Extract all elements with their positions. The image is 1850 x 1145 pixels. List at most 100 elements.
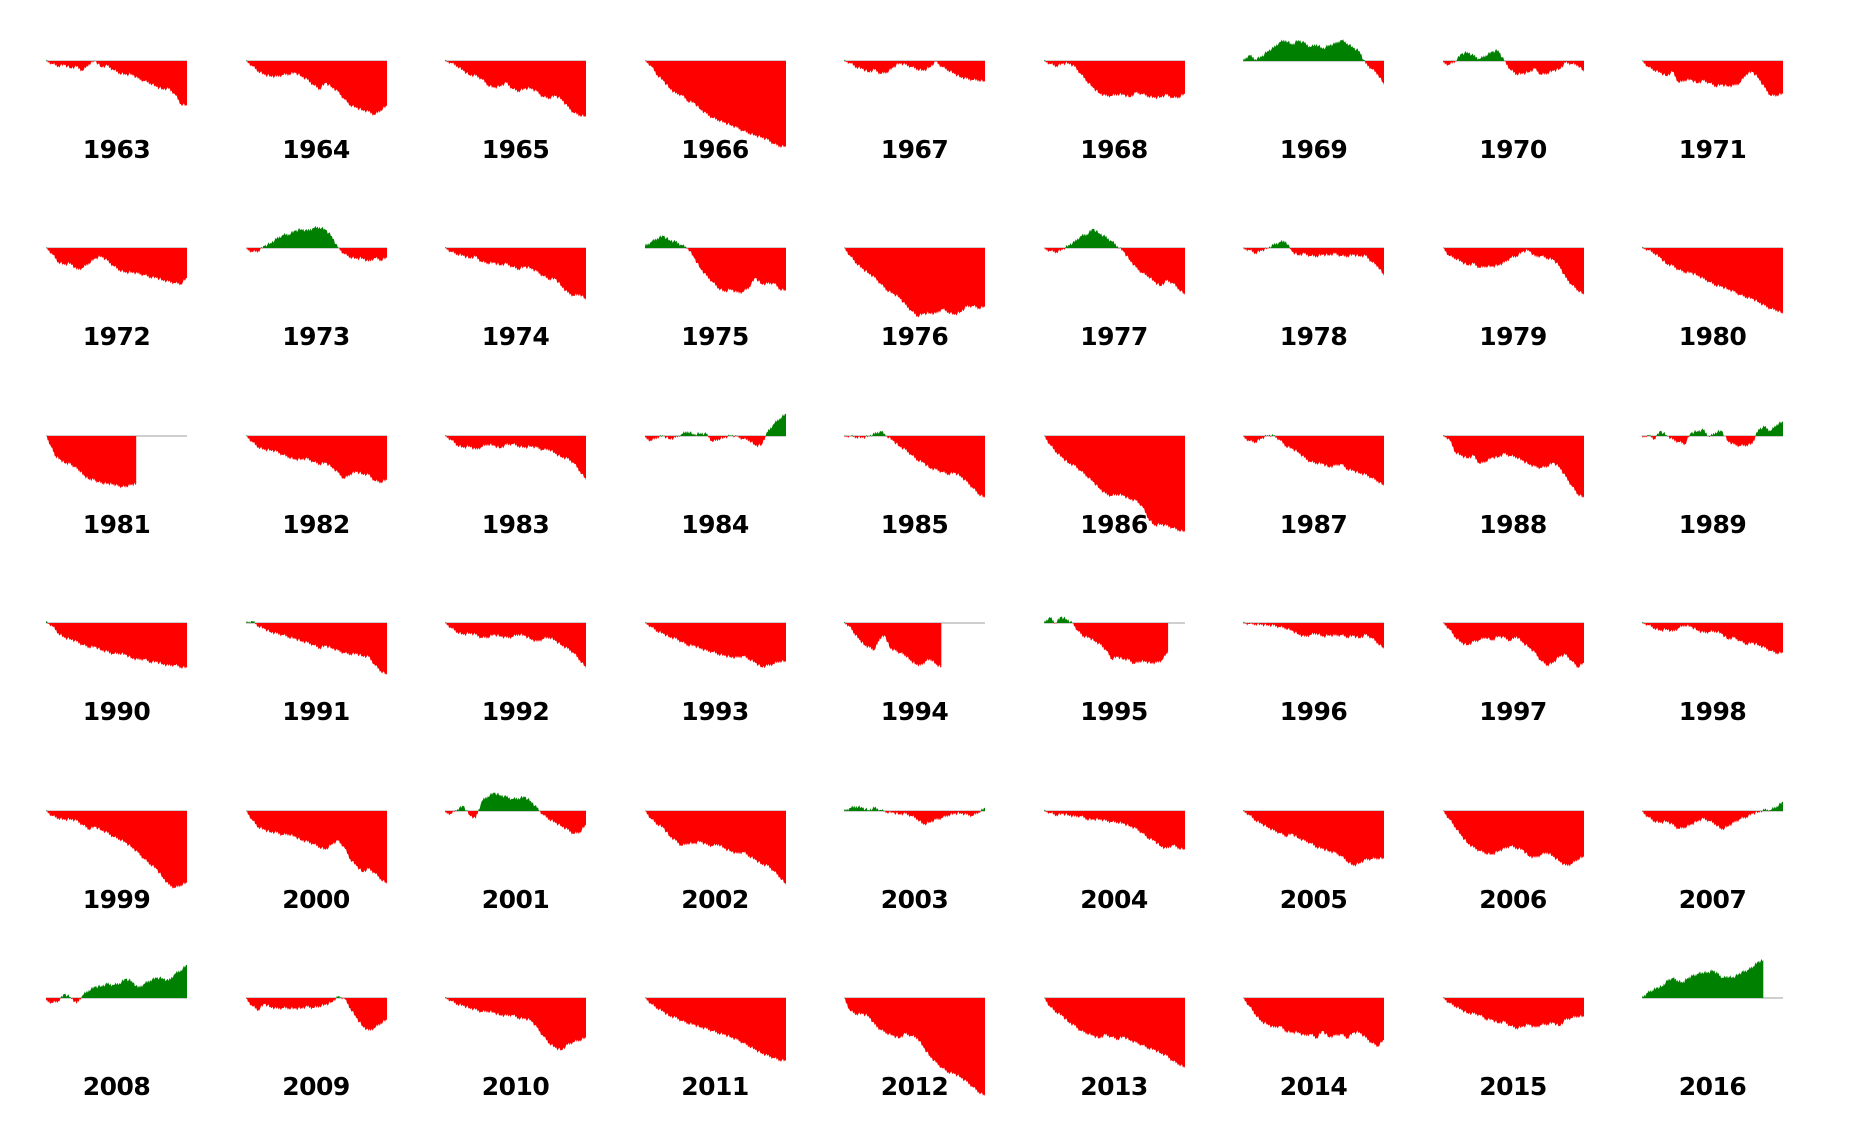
year-label: 1987 xyxy=(1279,509,1348,539)
area-chart xyxy=(644,60,786,148)
loss-area xyxy=(1442,810,1584,867)
year-label: 1986 xyxy=(1080,509,1148,539)
gain-area xyxy=(1642,420,1783,436)
area-chart xyxy=(844,804,985,826)
area-chart xyxy=(844,59,985,83)
area-chart xyxy=(445,996,586,1051)
panel-1995: 1995 xyxy=(1043,583,1243,770)
gain-area xyxy=(46,964,187,998)
loss-area xyxy=(644,998,786,1062)
area-chart xyxy=(844,247,985,318)
gain-area xyxy=(1243,39,1384,61)
panel-1980: 1980 xyxy=(1642,208,1841,395)
area-chart xyxy=(1043,997,1185,1068)
panel-2012: 2012 xyxy=(844,958,1043,1145)
area-chart xyxy=(1243,809,1384,867)
year-label: 1971 xyxy=(1678,135,1747,164)
year-label: 2010 xyxy=(481,1072,550,1101)
panel-2011: 2011 xyxy=(644,958,844,1145)
year-label: 1970 xyxy=(1479,135,1547,164)
panel-1973: 1973 xyxy=(245,208,445,395)
loss-area xyxy=(1243,810,1384,867)
panel-2015: 2015 xyxy=(1442,958,1642,1145)
year-label: 2006 xyxy=(1479,884,1547,914)
area-chart xyxy=(46,964,187,1005)
loss-area xyxy=(1243,61,1384,85)
panel-1968: 1968 xyxy=(1043,21,1243,208)
loss-area xyxy=(1642,248,1783,315)
loss-area xyxy=(46,810,187,889)
loss-area xyxy=(1243,998,1384,1048)
gain-area xyxy=(844,804,985,811)
loss-area xyxy=(46,998,187,1005)
area-chart xyxy=(46,435,187,489)
year-label: 2000 xyxy=(282,884,350,914)
year-label: 1990 xyxy=(82,697,151,727)
area-chart xyxy=(1442,809,1584,867)
year-label: 1978 xyxy=(1279,322,1348,352)
panel-2010: 2010 xyxy=(445,958,644,1145)
loss-area xyxy=(1642,61,1783,97)
year-label: 1974 xyxy=(481,322,550,352)
area-chart xyxy=(245,621,387,676)
gain-area xyxy=(245,226,387,249)
panel-2009: 2009 xyxy=(245,958,445,1145)
panel-2004: 2004 xyxy=(1043,771,1243,958)
loss-area xyxy=(1243,623,1384,650)
loss-area xyxy=(1043,623,1168,665)
year-label: 1975 xyxy=(681,322,749,352)
panel-2005: 2005 xyxy=(1243,771,1442,958)
panel-1999: 1999 xyxy=(46,771,245,958)
year-label: 1982 xyxy=(282,509,350,539)
panel-1978: 1978 xyxy=(1243,208,1442,395)
area-chart xyxy=(1043,435,1185,532)
loss-area xyxy=(844,435,985,498)
panel-2006: 2006 xyxy=(1442,771,1642,958)
area-chart xyxy=(1442,48,1584,76)
panel-1969: 1969 xyxy=(1243,21,1442,208)
area-chart xyxy=(46,621,187,670)
year-label: 1993 xyxy=(681,697,749,727)
gain-area xyxy=(1642,958,1764,998)
panel-1965: 1965 xyxy=(445,21,644,208)
year-label: 2008 xyxy=(82,1072,151,1101)
area-chart xyxy=(844,997,985,1096)
year-label: 1988 xyxy=(1479,509,1547,539)
area-chart xyxy=(644,413,786,448)
loss-area xyxy=(844,248,985,318)
year-label: 1997 xyxy=(1479,697,1547,727)
area-chart xyxy=(1243,997,1384,1048)
year-label: 1963 xyxy=(82,135,151,164)
panel-1977: 1977 xyxy=(1043,208,1243,395)
area-chart xyxy=(1642,420,1783,448)
gain-area xyxy=(644,413,786,436)
area-chart xyxy=(644,235,786,295)
panel-2001: 2001 xyxy=(445,771,644,958)
area-chart xyxy=(644,997,786,1062)
gain-area xyxy=(1043,229,1185,249)
year-label: 1981 xyxy=(82,509,151,539)
panel-2014: 2014 xyxy=(1243,958,1442,1145)
year-label: 1964 xyxy=(282,135,350,164)
loss-area xyxy=(644,623,786,669)
area-chart xyxy=(1442,997,1584,1030)
year-label: 1992 xyxy=(481,697,550,727)
area-chart xyxy=(1243,621,1384,650)
panel-1974: 1974 xyxy=(445,208,644,395)
panel-2000: 2000 xyxy=(245,771,445,958)
loss-area xyxy=(46,248,187,286)
year-label: 1994 xyxy=(880,697,949,727)
year-label: 1979 xyxy=(1479,322,1547,352)
panel-1963: 1963 xyxy=(46,21,245,208)
loss-area xyxy=(1442,623,1584,669)
panel-1989: 1989 xyxy=(1642,396,1841,583)
year-label: 1995 xyxy=(1080,697,1148,727)
year-label: 2001 xyxy=(481,884,550,914)
loss-area xyxy=(644,435,786,448)
panel-1987: 1987 xyxy=(1243,396,1442,583)
loss-area xyxy=(46,623,187,670)
loss-area xyxy=(1442,248,1584,296)
year-label: 2002 xyxy=(681,884,749,914)
loss-area xyxy=(1043,435,1185,532)
loss-area xyxy=(844,623,942,668)
